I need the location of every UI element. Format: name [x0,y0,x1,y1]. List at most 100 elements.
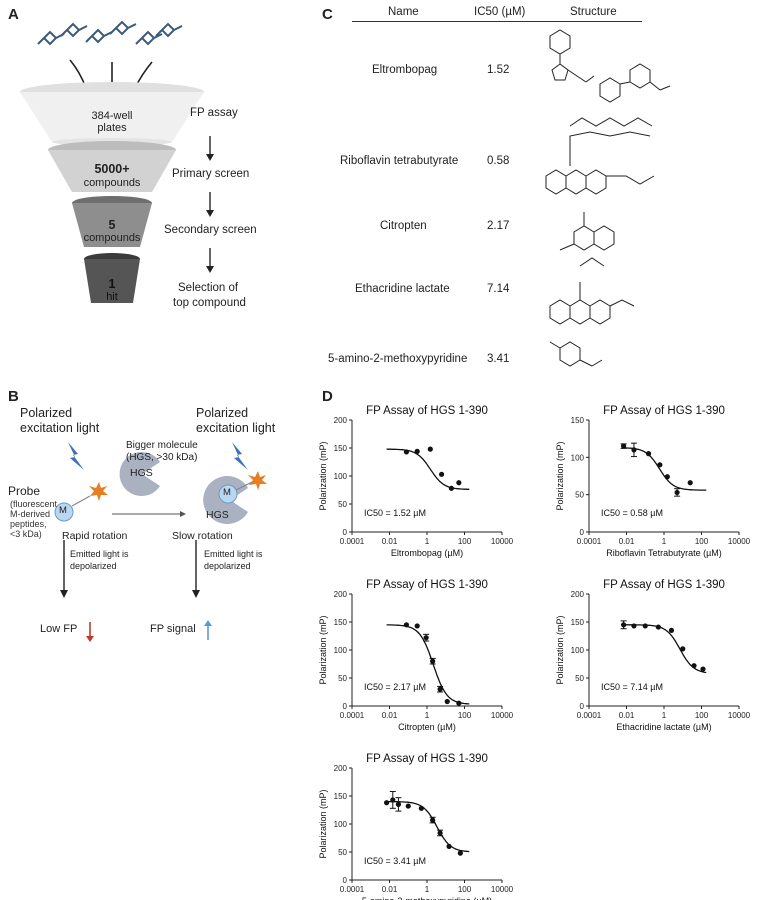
data-point [395,801,402,808]
x-axis-label: 5-amino-2-methoxypyridine (µM) [362,896,492,900]
step-selection-2: top compound [173,297,246,309]
data-point [430,658,436,664]
fp-signal-label: FP signal [150,623,196,635]
primary-count: 5000+ [94,162,130,176]
x-tick-label: 0.0001 [340,885,365,894]
funnel-tier2 [48,150,176,192]
y-tick-label: 0 [343,528,348,537]
low-fp-arrow-icon [86,636,94,642]
data-point [430,817,436,823]
header-ic50: IC50 (µM) [474,6,526,18]
row-name-4: Ethacridine lactate [355,283,450,295]
y-axis-label: Polarization (mP) [555,441,565,510]
fp-chart-5: FP Assay of HGS 1-390 0 50 100 150 200 0.0001 0… [318,753,514,900]
step-fp-assay: FP assay [190,107,238,119]
x-tick-label: 0.01 [619,537,635,546]
y-tick-label: 150 [334,792,348,801]
x-tick-label: 10000 [491,537,514,546]
funnel-tier4 [84,259,140,303]
x-tick-label: 100 [458,885,472,894]
hgs-label-right: HGS [206,509,229,521]
hit-unit: hit [106,291,118,303]
data-point [631,447,637,453]
x-tick-label: 100 [695,711,709,720]
y-tick-label: 50 [575,491,584,500]
x-tick-label: 10000 [491,711,514,720]
x-tick-label: 0.01 [382,537,398,546]
probe-desc: (fluorescent M-derived peptides, <3 kDa) [10,499,58,539]
chart-title: FP Assay of HGS 1-390 [603,579,725,591]
fit-curve [386,448,470,490]
row-name-5: 5-amino-2-methoxypyridine [328,353,468,365]
step-primary-screen: Primary screen [172,168,250,180]
data-point [457,850,463,856]
primary-unit: compounds [83,177,141,189]
row-ic50-1: 1.52 [487,64,510,76]
data-point [642,623,648,629]
row-ic50-4: 7.14 [487,283,510,295]
hit-count: 1 [108,277,116,291]
table-rule [352,21,642,22]
y-tick-label: 200 [571,590,585,599]
x-tick-label: 0.01 [382,711,398,720]
fp-chart-3: FP Assay of HGS 1-390 0 50 100 150 200 0.0001 0… [318,579,514,732]
x-tick-label: 0.01 [382,885,398,894]
structure-ethacridine-icon [549,257,635,325]
fp-signal-arrow-icon [204,620,212,626]
data-point [414,448,420,454]
funnel-tier1 [20,92,204,142]
right-title: Polarized excitation light [196,406,276,435]
chart-title: FP Assay of HGS 1-390 [366,753,488,765]
bigger-molecule-label: Bigger molecule (HGS, >30 kDa) [126,440,198,463]
chart-title: FP Assay of HGS 1-390 [603,405,725,417]
data-point [444,698,450,705]
header-name: Name [388,6,419,18]
probe-bound-icon [218,484,238,504]
x-axis-label: Citropten (µM) [398,722,456,732]
fp-chart-2: FP Assay of HGS 1-390 0 50 100 150 0.0001 0.01… [555,405,751,558]
y-tick-label: 150 [334,444,348,453]
data-point [418,805,424,811]
data-point [423,635,429,641]
y-tick-label: 0 [580,528,585,537]
probe-left-icon [54,502,74,522]
x-tick-label: 1 [425,711,430,720]
y-tick-label: 150 [571,618,585,627]
ic50-annotation: IC50 = 2.17 µM [364,682,426,692]
panel-b-letter: B [8,388,19,405]
panel-a-letter: A [8,6,19,23]
data-point [383,800,390,806]
molecule-icon [135,30,163,46]
funnel-plates-label: 384-well plates [91,110,133,134]
y-tick-label: 100 [334,472,348,481]
y-tick-label: 150 [334,618,348,627]
data-point [668,627,675,634]
data-point [438,471,445,477]
hgs-label-middle: HGS [130,467,153,479]
ic50-annotation: IC50 = 3.41 µM [364,856,426,866]
data-point [700,666,706,672]
y-axis-label: Polarization (mP) [555,615,565,684]
rapid-rotation-label: Rapid rotation [62,530,128,542]
structure-aminomethoxypyridine-icon [549,341,603,367]
m-label-right: M [223,487,231,498]
data-point [657,462,663,468]
x-tick-label: 1 [662,537,667,546]
ic50-annotation: IC50 = 1.52 µM [364,508,426,518]
row-name-3: Citropten [380,220,427,232]
data-point [437,686,443,692]
secondary-count: 5 [108,218,116,232]
structure-citropten-icon [559,212,615,251]
lightning-left-icon [68,442,84,470]
data-point [664,474,670,480]
row-ic50-2: 0.58 [487,155,510,167]
x-tick-label: 10000 [491,885,514,894]
fp-chart-1: FP Assay of HGS 1-390 0 50 100 150 200 0.0001 0… [318,405,514,558]
x-tick-label: 0.0001 [577,711,602,720]
emitted-left: Emitted light is depolarized [70,549,129,571]
y-axis-label: Polarization (mP) [318,789,328,858]
molecule-icon [109,20,137,36]
y-tick-label: 0 [580,702,585,711]
funnel-tier3 [72,203,152,247]
row-name-2: Riboflavin tetrabutyrate [340,155,459,167]
